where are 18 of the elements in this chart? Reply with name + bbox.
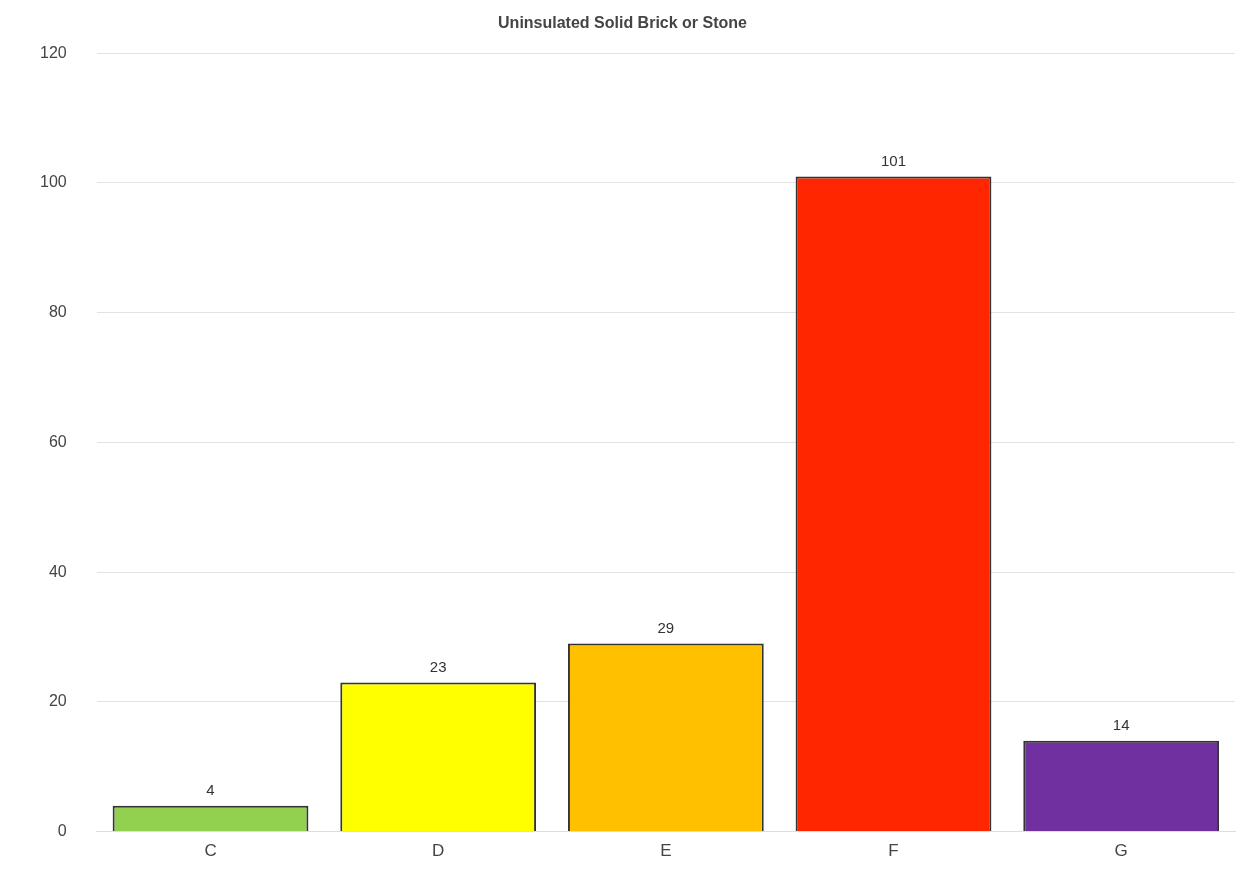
y-tick-label: 0 (57, 822, 67, 840)
y-tick-label: 20 (48, 692, 67, 710)
y-tick-label: 40 (48, 562, 67, 580)
y-tick-label: 100 (39, 173, 67, 191)
x-tick-label: C (204, 841, 217, 861)
y-tick-label: 120 (39, 43, 67, 61)
x-tick-label: D (432, 841, 445, 861)
x-tick-label: F (888, 841, 899, 861)
data-label: 14 (1112, 716, 1130, 734)
data-label: 29 (657, 619, 675, 637)
data-label: 101 (880, 152, 907, 170)
data-label: 4 (206, 781, 215, 799)
y-tick-label: 80 (48, 303, 67, 321)
chart-title: Uninsulated Solid Brick or Stone (498, 14, 748, 32)
y-tick-label: 60 (48, 432, 67, 450)
x-tick-label: E (660, 841, 672, 861)
data-label: 23 (429, 658, 447, 676)
x-tick-label: G (1114, 841, 1128, 861)
